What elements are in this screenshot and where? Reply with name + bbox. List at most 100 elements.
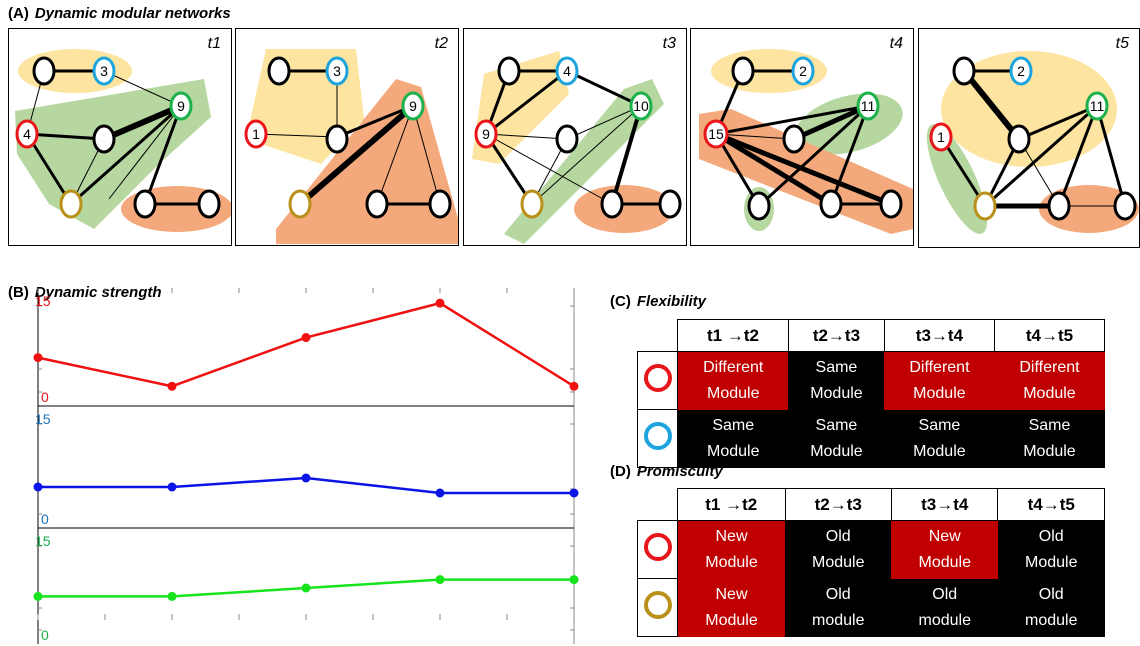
column-header: t3→t4 — [891, 489, 997, 521]
cell-line: Module — [678, 381, 788, 407]
node-label: 3 — [333, 63, 341, 79]
cell-line: Module — [788, 381, 884, 407]
node-label: 15 — [708, 126, 724, 142]
row-icon-cell — [638, 579, 678, 637]
node-label: 11 — [1090, 98, 1105, 114]
time-label: t3 — [663, 35, 676, 53]
network-panel-t3: 4 10 9 t3 — [463, 28, 687, 246]
data-point — [436, 575, 445, 584]
table-cell: Old module — [998, 579, 1105, 637]
table-cell: Different Module — [678, 352, 789, 410]
y-min-label: 0 — [41, 627, 49, 643]
data-point — [570, 382, 579, 391]
node-label: 9 — [482, 126, 490, 142]
row-icon-cell — [638, 521, 678, 579]
table-row: New Module Old Module New Module Old Module — [638, 521, 1105, 579]
cell-line: Module — [891, 550, 997, 576]
promiscuity-table: t1 →t2 t2→t3 t3→t4 t4→t5 New Module Old Mo… — [637, 488, 1105, 637]
node-label: 4 — [563, 63, 571, 79]
dynamic-strength-chart: 15 0 15 0 15 0 — [0, 288, 590, 646]
cell-line: Module — [994, 381, 1104, 407]
data-point — [570, 575, 579, 584]
table-cell: Old Module — [785, 521, 891, 579]
cell-line: Module — [785, 550, 891, 576]
table-cell: Old Module — [998, 521, 1105, 579]
section-a-letter: (A) — [8, 5, 29, 22]
section-d-letter: (D) — [610, 463, 631, 480]
column-header: t4→t5 — [998, 489, 1105, 521]
data-point — [436, 489, 445, 498]
y-max-label: 15 — [35, 293, 51, 309]
cell-line: module — [891, 608, 997, 634]
table-cell: Different Module — [994, 352, 1104, 410]
data-point — [168, 592, 177, 601]
data-point — [302, 584, 311, 593]
section-c-label: (C) Flexibility — [610, 293, 706, 310]
table-row: Same Module Same Module Same Module Same Mod… — [638, 410, 1105, 468]
y-max-label: 15 — [35, 533, 51, 549]
cell-line: Same — [994, 413, 1104, 439]
column-header: t2→t3 — [785, 489, 891, 521]
section-a-title: Dynamic modular networks — [35, 5, 231, 22]
cell-line: Module — [788, 439, 884, 465]
cell-line: Module — [678, 608, 785, 634]
red-node-icon — [644, 364, 672, 392]
cell-line: Old — [998, 524, 1105, 550]
cell-line: Different — [994, 355, 1104, 381]
cell-line: Old — [998, 582, 1105, 608]
red-node-icon — [644, 533, 672, 561]
node-label: 3 — [100, 63, 108, 79]
table-cell: Same Module — [994, 410, 1104, 468]
table-cell: New Module — [678, 579, 786, 637]
cell-line: Different — [678, 355, 788, 381]
column-header: t1 →t2 — [678, 320, 789, 352]
blue-node-icon — [644, 422, 672, 450]
row-icon-cell — [638, 410, 678, 468]
series-line — [38, 303, 574, 386]
table-cell: Old module — [891, 579, 997, 637]
row-icon-cell — [638, 352, 678, 410]
column-header: t1 →t2 — [678, 489, 786, 521]
cell-line: Same — [788, 413, 884, 439]
cell-line: Module — [678, 439, 788, 465]
data-point — [34, 483, 43, 492]
data-point — [302, 333, 311, 342]
node-label: 2 — [1017, 63, 1025, 79]
network-graph-t4: 2 11 15 — [691, 29, 914, 246]
cell-line: Module — [678, 550, 785, 576]
network-panel-t1: 3 9 4 t1 — [8, 28, 232, 246]
node-label: 10 — [633, 98, 649, 114]
data-point — [436, 299, 445, 308]
node-label: 9 — [177, 98, 185, 114]
table-cell: Same Module — [678, 410, 789, 468]
node-label: 9 — [409, 98, 417, 114]
section-c-title: Flexibility — [637, 293, 706, 310]
table-cell: Different Module — [884, 352, 994, 410]
network-graph-t5: 2 11 1 — [919, 29, 1140, 248]
time-label: t5 — [1116, 35, 1129, 53]
cell-line: Old — [785, 582, 891, 608]
flexibility-table: t1 →t2 t2→t3 t3→t4 t4→t5 Different Module… — [637, 319, 1105, 468]
data-point — [570, 489, 579, 498]
cell-line: module — [785, 608, 891, 634]
table-cell: New Module — [678, 521, 786, 579]
data-point — [302, 474, 311, 483]
network-panel-t2: 3 9 1 t2 — [235, 28, 459, 246]
network-panel-t5: 2 11 1 t5 — [918, 28, 1140, 248]
table-row: Different Module Same Module Different Modu… — [638, 352, 1105, 410]
cell-line: Same — [884, 413, 994, 439]
table-cell: Old module — [785, 579, 891, 637]
cell-line: New — [678, 582, 785, 608]
cell-line: Module — [994, 439, 1104, 465]
table-cell: Same Module — [788, 410, 884, 468]
cell-line: New — [891, 524, 997, 550]
node-label: 1 — [252, 126, 260, 142]
table-cell: Same Module — [788, 352, 884, 410]
cell-line: Old — [891, 582, 997, 608]
table-row: New Module Old module Old module Old module — [638, 579, 1105, 637]
network-graph-t1: 3 9 4 — [9, 29, 232, 246]
data-point — [168, 483, 177, 492]
data-point — [34, 592, 43, 601]
cell-line: Different — [884, 355, 994, 381]
table-corner — [638, 489, 678, 521]
